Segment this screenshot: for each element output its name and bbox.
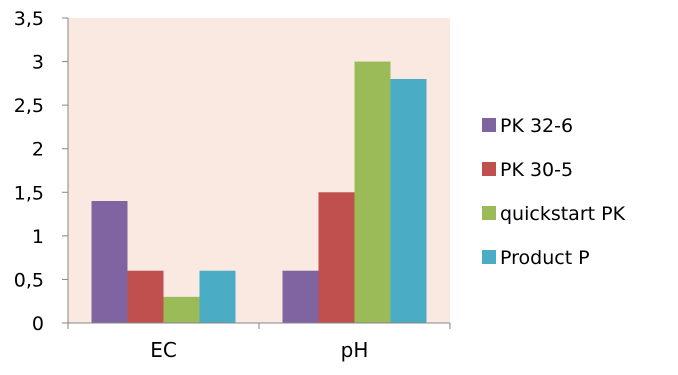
y-tick-label: 1	[32, 226, 44, 248]
bar	[91, 201, 128, 323]
y-tick-label: 0,5	[14, 269, 44, 291]
legend-label: PK 32-6	[500, 115, 573, 137]
legend: PK 32-6 PK 30-5 quickstart PK Product P	[482, 115, 626, 269]
x-category-label: pH	[341, 338, 369, 362]
y-tick-label: 2	[32, 139, 44, 161]
bar	[199, 270, 236, 323]
legend-label: PK 30-5	[500, 159, 573, 181]
x-category-label: EC	[150, 338, 177, 362]
bar	[354, 61, 391, 323]
y-tick-label: 3	[32, 52, 44, 74]
legend-label: quickstart PK	[500, 203, 626, 225]
bar	[163, 296, 200, 323]
y-tick-label: 3,5	[14, 8, 44, 30]
y-tick-label: 1,5	[14, 182, 44, 204]
legend-swatch	[482, 250, 496, 264]
legend-label: Product P	[500, 247, 590, 269]
legend-swatch	[482, 162, 496, 176]
bar	[282, 270, 319, 323]
bar	[318, 192, 355, 323]
bar	[127, 270, 164, 323]
bars-group	[91, 61, 427, 323]
y-ticks-group: 0 0,5 1 1,5 2 2,5 3 3,5	[14, 8, 68, 335]
legend-swatch	[482, 206, 496, 220]
y-tick-label: 2,5	[14, 95, 44, 117]
x-ticks-group: EC pH	[67, 323, 451, 362]
y-tick-label: 0	[32, 313, 44, 335]
legend-swatch	[482, 118, 496, 132]
bar	[390, 79, 427, 323]
